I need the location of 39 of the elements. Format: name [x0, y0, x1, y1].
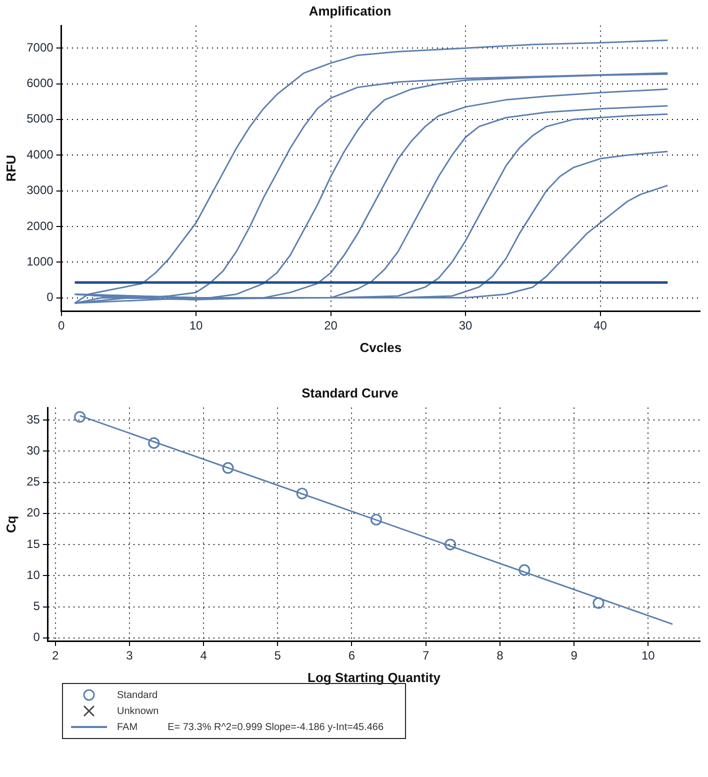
y-tick-label: 15	[26, 536, 40, 551]
x-tick-label: 6	[348, 648, 356, 663]
y-tick-label: 5	[33, 599, 40, 614]
y-tick-label: 1000	[26, 254, 54, 268]
x-tick-label: 10	[189, 318, 204, 333]
chart-title: Amplification	[308, 3, 392, 18]
y-tick-label: 5000	[26, 112, 54, 126]
y-tick-label: 0	[33, 630, 40, 644]
x-axis-title: Cvcles	[360, 340, 402, 355]
y-tick-label: 35	[26, 412, 40, 426]
x-tick-label: 9	[570, 648, 578, 663]
y-axis-title: RFU	[3, 154, 18, 182]
y-tick-label: 7000	[26, 40, 54, 54]
x-tick-label: 5	[274, 648, 282, 663]
x-tick-label: 20	[324, 318, 338, 333]
text: E= 73.3% R^2=0.999 Slope=-4.186 y-Int=45.466	[168, 722, 384, 732]
x-tick-label: 3	[126, 648, 134, 663]
x-tick-label: 2	[52, 648, 60, 663]
x-tick-label: 7	[422, 648, 430, 663]
y-axis-title: Cq	[3, 516, 18, 533]
legend-label: Standard	[117, 690, 158, 700]
legend-label: FAM	[117, 722, 138, 732]
y-tick-label: 20	[26, 506, 40, 520]
y-tick-label: 4000	[26, 147, 54, 162]
y-tick-label: 25	[26, 474, 40, 489]
chart-title: Standard Curve	[302, 385, 398, 400]
y-tick-label: 6000	[26, 76, 54, 90]
x-tick-label: 10	[641, 648, 656, 663]
x-tick-label: 40	[594, 318, 608, 333]
y-tick-label: 30	[26, 443, 40, 458]
y-tick-label: 3000	[26, 183, 54, 198]
x-tick-label: 4	[200, 648, 208, 663]
y-tick-label: 2000	[26, 218, 54, 233]
y-tick-label: 10	[26, 568, 40, 582]
x-tick-label: 0	[58, 318, 65, 333]
x-tick-label: 8	[496, 648, 504, 663]
x-tick-label: 30	[458, 318, 473, 333]
legend-label: Unknown	[117, 706, 159, 716]
y-tick-label: 0	[46, 290, 54, 304]
